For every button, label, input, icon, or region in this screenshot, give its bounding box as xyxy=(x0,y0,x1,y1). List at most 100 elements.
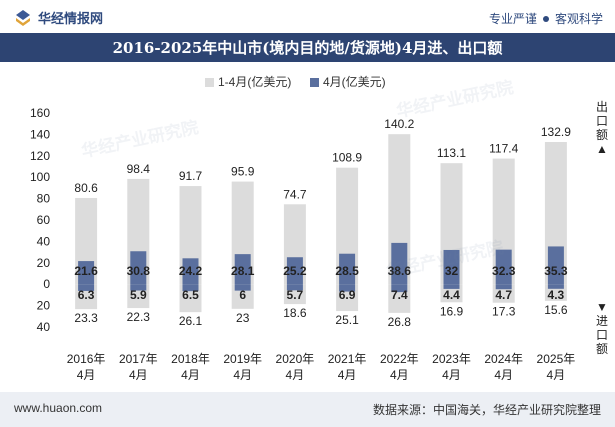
bar-monthly-import xyxy=(78,284,95,291)
x-tick-label-line: 2018年 xyxy=(171,352,210,366)
x-tick-label-line: 4月 xyxy=(338,368,357,382)
bar-monthly-export xyxy=(391,242,408,285)
data-label-monthly-export: 38.6 xyxy=(388,264,412,278)
data-label-monthly-export: 32 xyxy=(445,264,459,278)
data-label-monthly-export: 25.2 xyxy=(283,264,307,278)
data-label-monthly-export: 28.5 xyxy=(335,264,359,278)
x-tick-label-line: 4月 xyxy=(181,368,200,382)
data-label-cumulative-export: 98.4 xyxy=(127,162,151,176)
y-tick-label: 100 xyxy=(30,170,50,184)
y-tick-label: 80 xyxy=(37,192,51,206)
data-label-cumulative-export: 91.7 xyxy=(179,169,203,183)
x-tick-label-line: 2024年 xyxy=(484,352,523,366)
x-tick-label: 2021年 4月 xyxy=(328,352,367,382)
x-tick-label-line: 2019年 xyxy=(223,352,262,366)
x-tick-label-line: 2022年 xyxy=(380,352,419,366)
chart: 1-4月(亿美元) 4月(亿美元) 160 140 120 100 80 60 40 20 0 20 4… xyxy=(30,74,576,382)
bar-monthly-export xyxy=(443,249,460,285)
bar-monthly-export xyxy=(234,254,251,285)
bar-monthly-export xyxy=(78,261,95,285)
bar-monthly-import xyxy=(391,284,408,293)
x-tick-label: 2023年 4月 xyxy=(432,352,471,382)
bar-monthly-import xyxy=(443,284,460,289)
y-tick-label: 20 xyxy=(37,256,51,270)
bar-monthly-export xyxy=(182,258,199,285)
x-tick-label: 2017年 4月 xyxy=(119,352,158,382)
header-tags: 专业严谨 客观科学 xyxy=(489,10,603,27)
y-tick-label: 40 xyxy=(37,234,51,248)
bar-monthly-export xyxy=(286,257,303,285)
y-tick-label: 60 xyxy=(37,213,51,227)
y-tick-label: 40 xyxy=(37,320,51,334)
legend-swatch-cumulative xyxy=(205,78,214,87)
bar-monthly-import xyxy=(234,284,251,291)
bar-monthly-import xyxy=(547,284,564,289)
website-link[interactable]: www.huaon.com xyxy=(14,401,103,415)
data-label-cumulative-import: 26.8 xyxy=(388,315,412,329)
data-label-cumulative-import: 18.6 xyxy=(283,306,307,320)
legend-label-monthly: 4月(亿美元) xyxy=(323,74,386,89)
data-label-monthly-import: 7.4 xyxy=(391,288,408,302)
bar-monthly-import xyxy=(339,284,356,292)
y-tick-label: 20 xyxy=(37,299,51,313)
data-label-monthly-import: 6.5 xyxy=(182,288,199,302)
bar-monthly-export xyxy=(547,246,564,285)
data-label-monthly-import: 4.4 xyxy=(443,288,460,302)
data-label-cumulative-import: 23 xyxy=(236,311,250,325)
data-label-monthly-import: 5.9 xyxy=(130,288,147,302)
legend-label-cumulative: 1-4月(亿美元) xyxy=(218,74,291,89)
x-tick-label: 2020年 4月 xyxy=(276,352,315,382)
x-tick-label-line: 2020年 xyxy=(276,352,315,366)
brand-name: 华经情报网 xyxy=(38,11,104,26)
data-label-monthly-export: 28.1 xyxy=(231,264,255,278)
bar-monthly-import xyxy=(130,284,147,291)
data-label-monthly-import: 6.9 xyxy=(339,288,356,302)
data-label-cumulative-import: 25.1 xyxy=(335,313,359,327)
footer: www.huaon.com 数据来源：中国海关，华经产业研究院整理 xyxy=(0,392,615,427)
x-tick-label: 2016年 4月 xyxy=(67,352,106,382)
data-label-cumulative-export: 140.2 xyxy=(384,117,414,131)
bar-monthly-export xyxy=(339,253,356,285)
x-tick-label-line: 4月 xyxy=(547,368,566,382)
x-tick-label: 2019年 4月 xyxy=(223,352,262,382)
bar-monthly-import xyxy=(182,284,199,292)
data-label-monthly-export: 32.3 xyxy=(492,264,516,278)
y-tick-label: 160 xyxy=(30,106,50,120)
dot-separator-icon xyxy=(542,15,549,22)
data-label-monthly-import: 5.7 xyxy=(287,288,304,302)
y-tick-label: 0 xyxy=(43,277,50,291)
data-label-monthly-export: 35.3 xyxy=(544,264,568,278)
x-tick-label-line: 2025年 xyxy=(537,352,576,366)
data-label-cumulative-export: 80.6 xyxy=(74,181,98,195)
y-tick-label: 140 xyxy=(30,127,50,141)
huajing-logo-icon xyxy=(14,9,32,27)
bar-monthly-import xyxy=(495,284,512,290)
x-tick-label-line: 2023年 xyxy=(432,352,471,366)
data-label-cumulative-export: 113.1 xyxy=(437,146,466,160)
x-tick-label-line: 2021年 xyxy=(328,352,367,366)
brand[interactable]: 华经情报网 xyxy=(14,8,103,27)
data-label-monthly-export: 21.6 xyxy=(74,264,98,278)
x-tick-label: 2018年 4月 xyxy=(171,352,210,382)
x-tick-label-line: 4月 xyxy=(390,368,409,382)
x-tick-label-line: 4月 xyxy=(77,368,96,382)
data-label-cumulative-export: 74.7 xyxy=(283,187,307,201)
data-label-cumulative-import: 15.6 xyxy=(544,303,568,317)
data-label-monthly-import: 4.3 xyxy=(548,288,565,302)
x-tick-label-line: 4月 xyxy=(494,368,513,382)
data-label-cumulative-export: 117.4 xyxy=(489,142,518,156)
x-tick-label-line: 4月 xyxy=(129,368,148,382)
data-label-monthly-import: 6 xyxy=(239,288,246,302)
x-tick-label: 2022年 4月 xyxy=(380,352,419,382)
x-tick-label-line: 4月 xyxy=(442,368,461,382)
data-label-cumulative-import: 22.3 xyxy=(127,310,151,324)
bar-monthly-export xyxy=(495,249,512,285)
x-tick-label: 2024年 4月 xyxy=(484,352,523,382)
data-source: 数据来源：中国海关，华经产业研究院整理 xyxy=(372,403,601,417)
data-label-cumulative-import: 16.9 xyxy=(440,304,464,318)
bar-monthly-import xyxy=(286,284,303,291)
x-tick-label-line: 2016年 xyxy=(67,352,106,366)
data-label-cumulative-import: 17.3 xyxy=(492,305,516,319)
data-label-cumulative-import: 26.1 xyxy=(179,314,203,328)
